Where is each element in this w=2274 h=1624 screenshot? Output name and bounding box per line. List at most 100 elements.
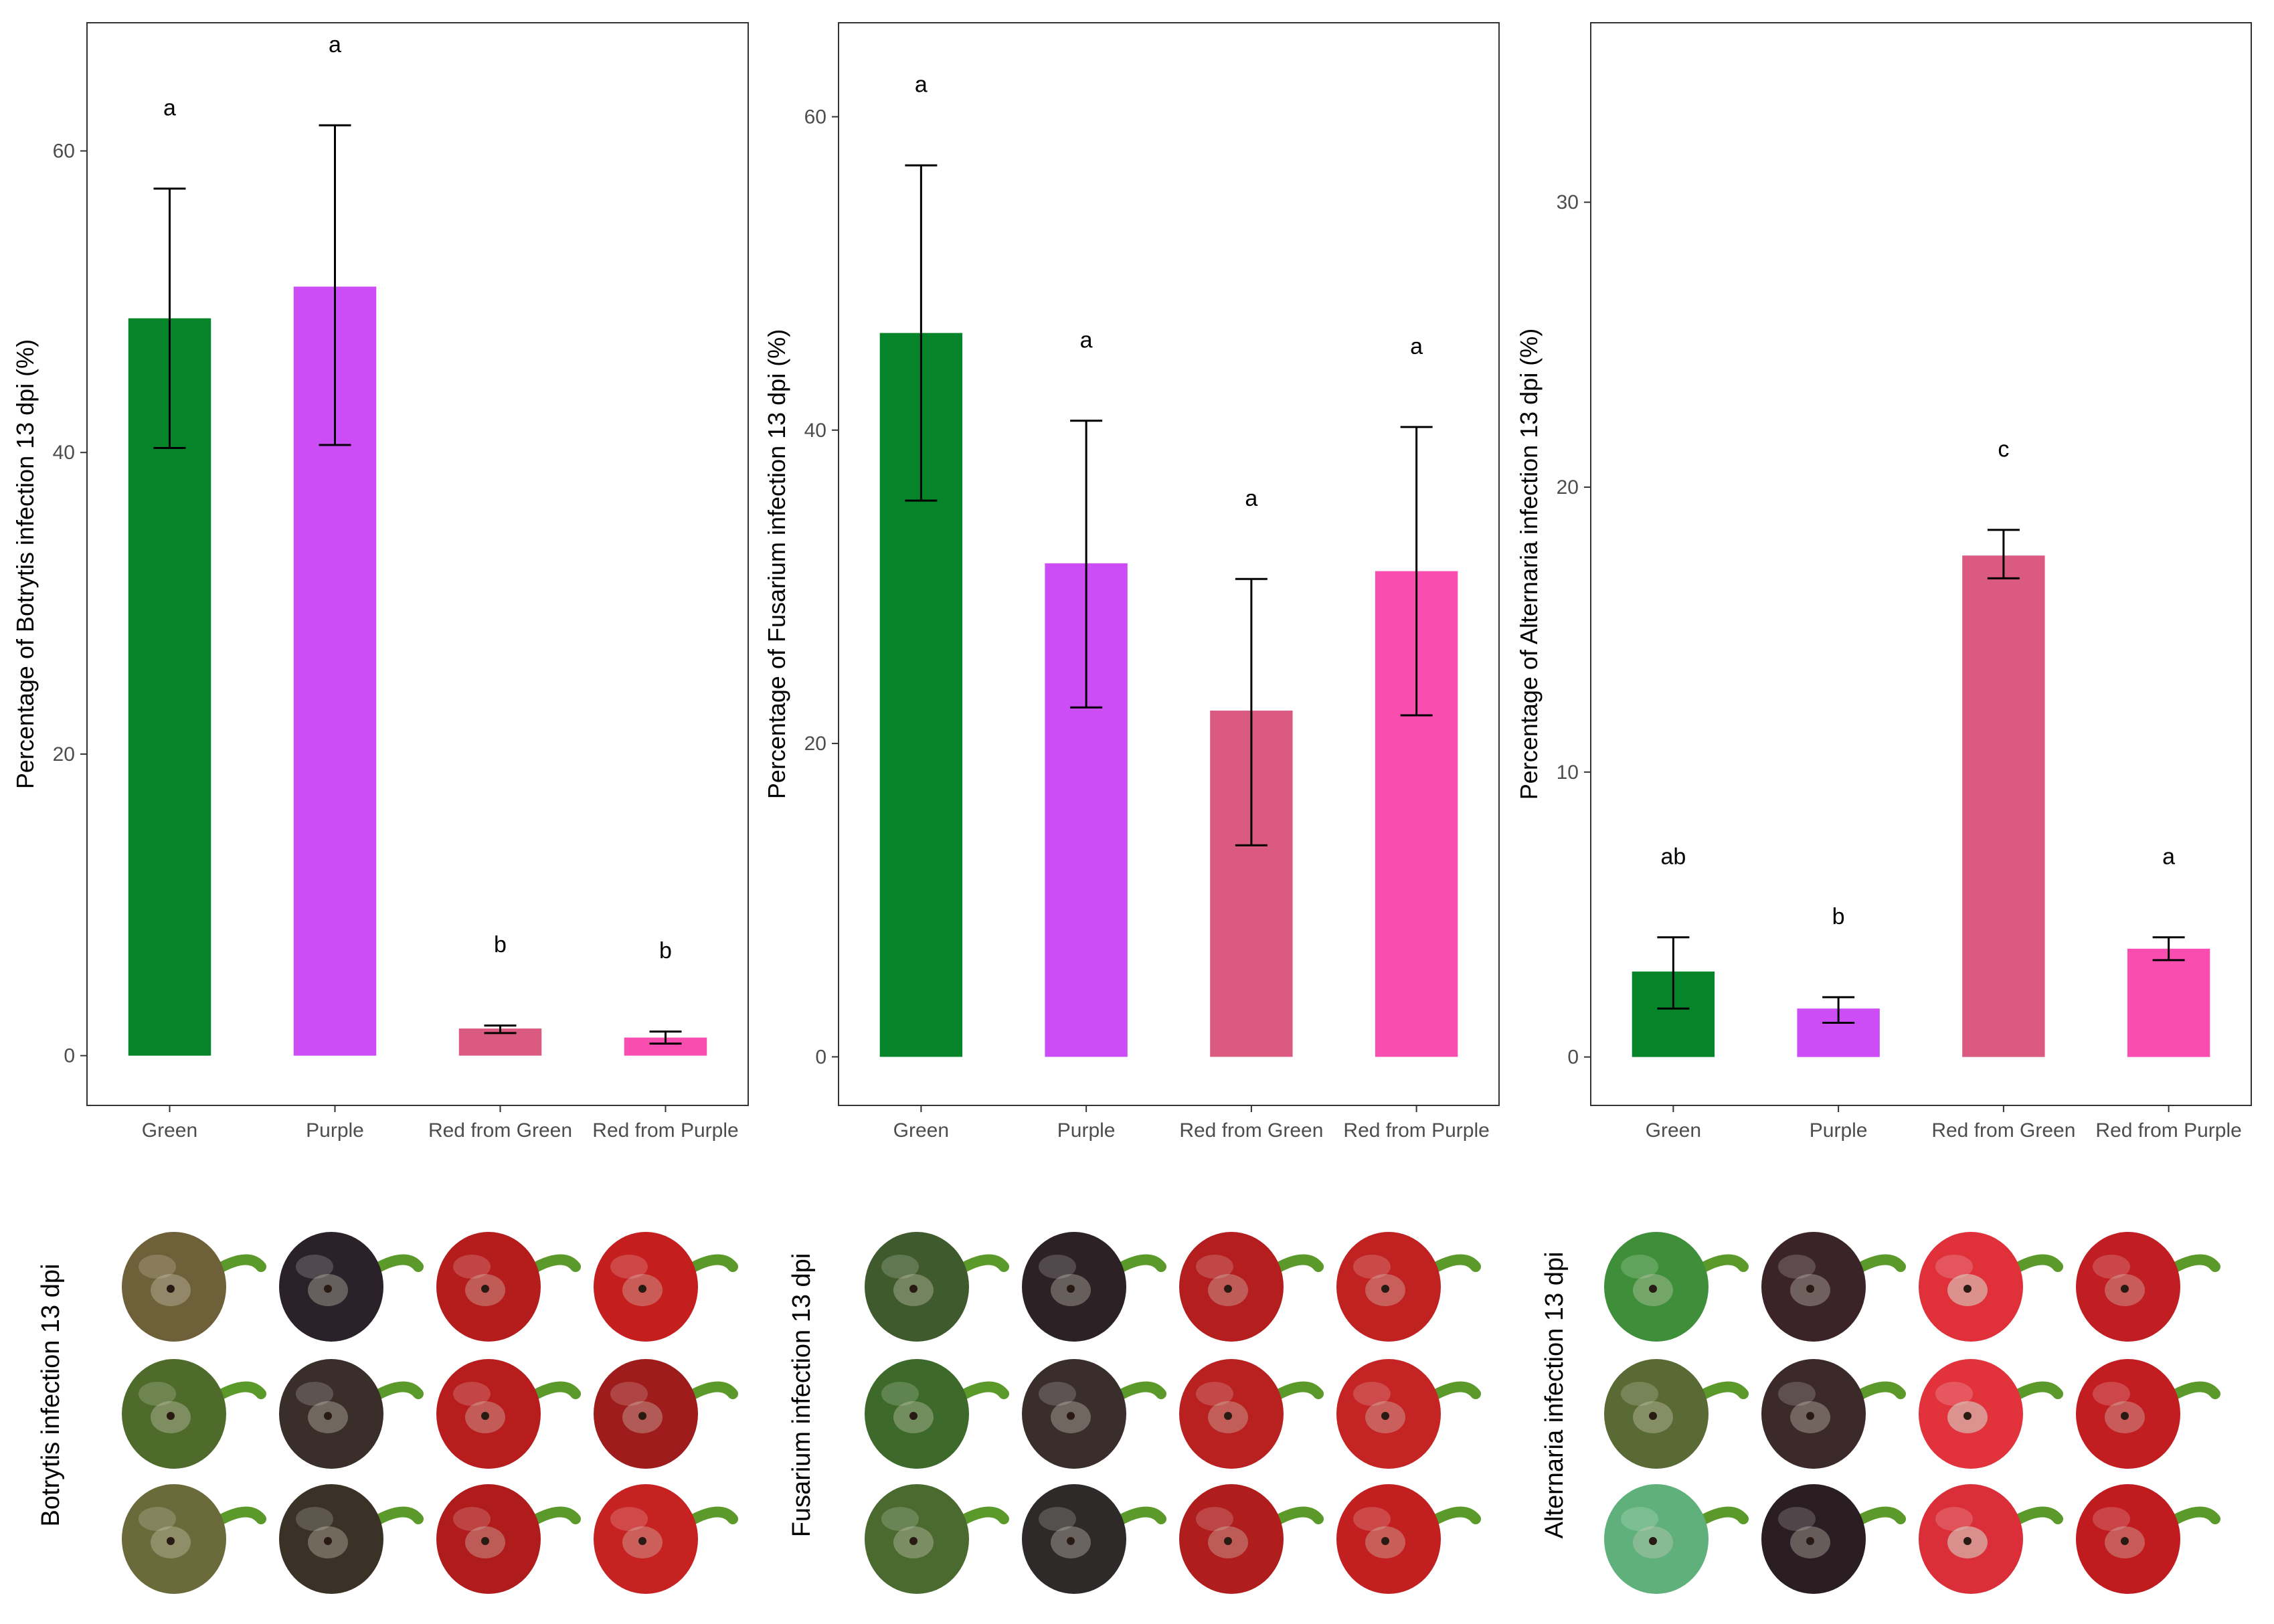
- pepper-photo: [865, 1232, 1009, 1342]
- error-bar-purple: [319, 124, 351, 446]
- inoculation-point: [1963, 1285, 1972, 1293]
- photo-caption-botrytis: Botrytis infection 13 dpi: [37, 1264, 65, 1527]
- inoculation-point: [481, 1285, 489, 1293]
- fruit-photos: [122, 1232, 2220, 1594]
- inoculation-point: [167, 1537, 175, 1545]
- x-tick-label: Red from Green: [1179, 1119, 1323, 1142]
- inoculation-point: [167, 1412, 175, 1420]
- pepper-photo: [2076, 1232, 2220, 1342]
- pepper-photo: [865, 1484, 1009, 1594]
- inoculation-point: [638, 1285, 646, 1293]
- inoculation-point: [1806, 1412, 1814, 1420]
- inoculation-point: [1067, 1285, 1075, 1293]
- error-bar-red-from-green: [1987, 529, 2020, 579]
- pepper-photo: [122, 1232, 266, 1342]
- error-bar-red-from-purple: [2152, 936, 2185, 962]
- pepper-highlight: [1039, 1382, 1076, 1406]
- inoculation-point: [909, 1537, 917, 1545]
- pepper-highlight: [1039, 1255, 1076, 1279]
- pepper-photo: [122, 1359, 266, 1469]
- pepper-highlight: [1621, 1255, 1658, 1279]
- inoculation-point: [1649, 1285, 1657, 1293]
- significance-letter: a: [1080, 327, 1093, 353]
- chart-panel-2: a a a a 0 20 40 60 Green Purple Red from Green Red …: [763, 22, 1500, 1142]
- significance-letter: a: [163, 96, 176, 121]
- pepper-photo: [436, 1232, 581, 1342]
- significance-letter: b: [659, 938, 672, 964]
- significance-letter: b: [494, 932, 507, 958]
- inoculation-point: [2121, 1412, 2129, 1420]
- pepper-photo: [1604, 1359, 1749, 1469]
- y-tick-label: 30: [1557, 191, 1579, 213]
- pepper-highlight: [881, 1507, 919, 1531]
- pepper-highlight: [453, 1507, 491, 1531]
- x-tick-label: Purple: [1810, 1119, 1868, 1142]
- pepper-highlight: [2093, 1255, 2130, 1279]
- pepper-highlight: [1935, 1255, 1973, 1279]
- pepper-highlight: [139, 1255, 176, 1279]
- inoculation-point: [324, 1285, 332, 1293]
- pepper-highlight: [881, 1382, 919, 1406]
- pepper-highlight: [610, 1255, 648, 1279]
- y-tick-label: 40: [804, 420, 826, 442]
- pepper-photo: [1761, 1484, 1906, 1594]
- x-tick-label: Red from Purple: [1343, 1119, 1489, 1142]
- inoculation-point: [1224, 1285, 1232, 1293]
- inoculation-point: [324, 1537, 332, 1545]
- inoculation-point: [638, 1537, 646, 1545]
- pepper-photo: [1336, 1232, 1481, 1342]
- pepper-photo: [1022, 1484, 1166, 1594]
- pepper-photo: [1919, 1232, 2063, 1342]
- inoculation-point: [2121, 1537, 2129, 1545]
- panel-border: [86, 22, 749, 1106]
- bar-red-from-purple: [2127, 948, 2210, 1057]
- pepper-highlight: [1935, 1382, 1973, 1406]
- y-tick-label: 0: [64, 1045, 75, 1067]
- x-tick-label: Purple: [306, 1119, 364, 1142]
- pepper-photo: [2076, 1484, 2220, 1594]
- x-tick-label: Red from Purple: [592, 1119, 738, 1142]
- pepper-photo: [1336, 1484, 1481, 1594]
- significance-letter: b: [1832, 904, 1845, 929]
- chart-panel-3: ab b c a 0 10 20 30 Green Purple Red from Green Red…: [1515, 22, 2252, 1142]
- inoculation-point: [1381, 1412, 1389, 1420]
- significance-letter: a: [915, 72, 928, 98]
- pepper-photo: [436, 1484, 581, 1594]
- pepper-highlight: [1196, 1382, 1233, 1406]
- pepper-highlight: [1778, 1382, 1816, 1406]
- inoculation-point: [1806, 1285, 1814, 1293]
- pepper-highlight: [610, 1382, 648, 1406]
- pepper-highlight: [139, 1382, 176, 1406]
- inoculation-point: [1806, 1537, 1814, 1545]
- inoculation-point: [909, 1412, 917, 1420]
- pepper-photo: [1179, 1232, 1324, 1342]
- y-tick-label: 20: [53, 743, 75, 765]
- pepper-highlight: [2093, 1382, 2130, 1406]
- pepper-highlight: [610, 1507, 648, 1531]
- y-tick-label: 0: [1567, 1047, 1579, 1069]
- pepper-highlight: [1621, 1382, 1658, 1406]
- pepper-highlight: [881, 1255, 919, 1279]
- error-bar-red-from-green: [1235, 577, 1267, 846]
- y-axis-title: Percentage of Botrytis infection 13 dpi …: [11, 339, 39, 789]
- pepper-photo: [2076, 1359, 2220, 1469]
- x-tick-label: Green: [1646, 1119, 1701, 1142]
- inoculation-point: [167, 1285, 175, 1293]
- y-tick-label: 20: [1557, 476, 1579, 499]
- pepper-photo: [1604, 1232, 1749, 1342]
- significance-letter: a: [2162, 844, 2175, 869]
- pepper-photo: [1761, 1359, 1906, 1469]
- pepper-highlight: [1621, 1507, 1658, 1531]
- error-bar-green: [905, 164, 938, 502]
- pepper-photo: [436, 1359, 581, 1469]
- pepper-highlight: [296, 1507, 333, 1531]
- pepper-highlight: [139, 1507, 176, 1531]
- pepper-photo: [1336, 1359, 1481, 1469]
- inoculation-point: [1381, 1537, 1389, 1545]
- inoculation-point: [1067, 1412, 1075, 1420]
- x-tick-label: Green: [142, 1119, 197, 1142]
- significance-letter: c: [1998, 437, 2009, 462]
- photo-group-alternaria: [1604, 1232, 2220, 1594]
